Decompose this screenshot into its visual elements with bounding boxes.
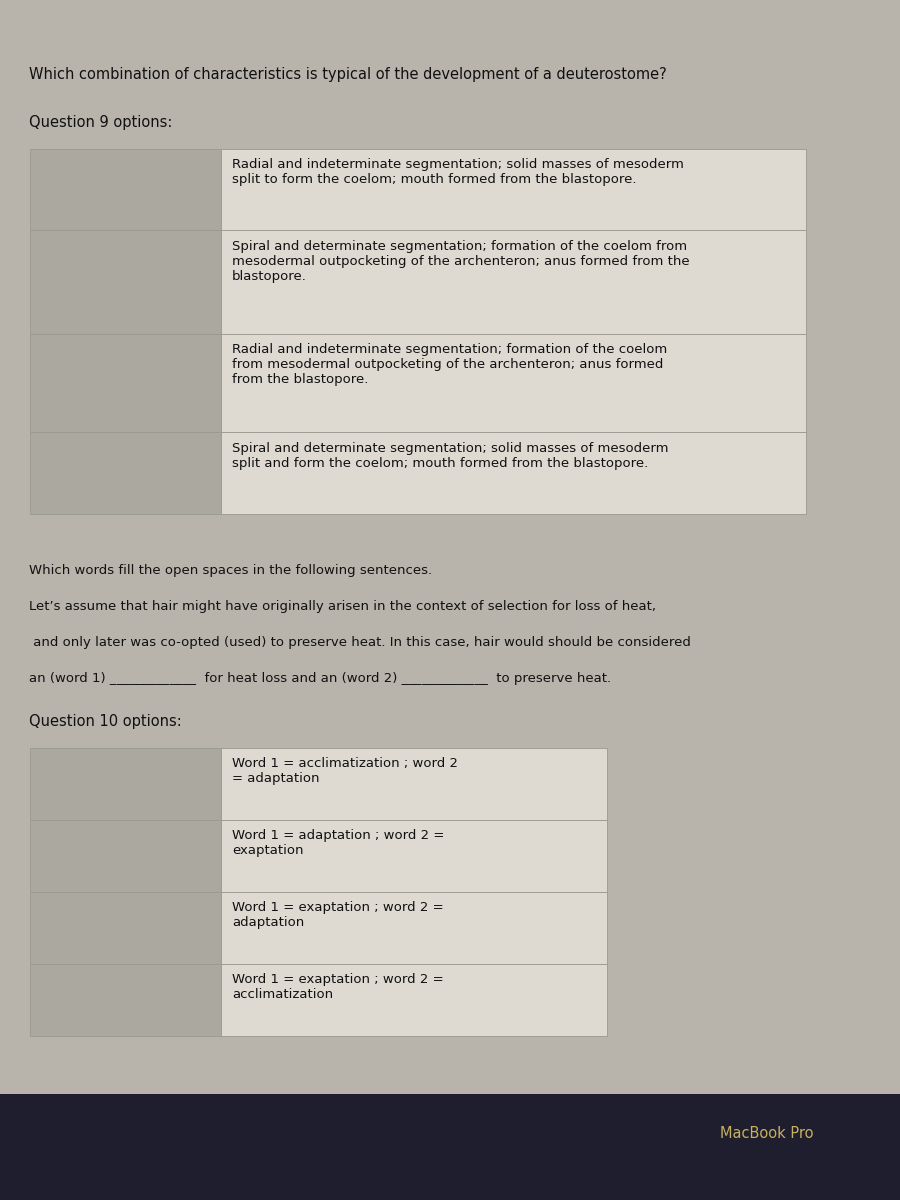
Text: Word 1 = acclimatization ; word 2
= adaptation: Word 1 = acclimatization ; word 2 = adap… — [232, 757, 458, 785]
Text: MacBook Pro: MacBook Pro — [720, 1127, 814, 1141]
Bar — [0, 1094, 900, 1200]
Bar — [30, 334, 221, 432]
Bar — [221, 748, 607, 820]
Text: Question 9 options:: Question 9 options: — [29, 115, 172, 130]
Text: Which combination of characteristics is typical of the development of a deuteros: Which combination of characteristics is … — [29, 67, 667, 82]
Text: Spiral and determinate segmentation; solid masses of mesoderm
split and form the: Spiral and determinate segmentation; sol… — [232, 442, 669, 469]
Bar — [221, 964, 607, 1036]
Text: and only later was co-opted (used) to preserve heat. In this case, hair would sh: and only later was co-opted (used) to pr… — [29, 636, 690, 649]
Bar — [221, 892, 607, 964]
Text: Word 1 = adaptation ; word 2 =
exaptation: Word 1 = adaptation ; word 2 = exaptatio… — [232, 829, 445, 857]
Bar — [30, 748, 221, 820]
Text: Which words fill the open spaces in the following sentences.: Which words fill the open spaces in the … — [29, 564, 432, 577]
Bar — [30, 149, 221, 230]
Text: an (word 1) _____________  for heat loss and an (word 2) _____________  to prese: an (word 1) _____________ for heat loss … — [29, 672, 611, 685]
Text: Word 1 = exaptation ; word 2 =
acclimatization: Word 1 = exaptation ; word 2 = acclimati… — [232, 973, 444, 1001]
Text: Word 1 = exaptation ; word 2 =
adaptation: Word 1 = exaptation ; word 2 = adaptatio… — [232, 901, 444, 929]
Bar — [221, 334, 806, 432]
Bar — [221, 432, 806, 514]
Text: Let’s assume that hair might have originally arisen in the context of selection : Let’s assume that hair might have origin… — [29, 600, 656, 613]
Text: Radial and indeterminate segmentation; formation of the coelom
from mesodermal o: Radial and indeterminate segmentation; f… — [232, 343, 668, 386]
Text: Spiral and determinate segmentation; formation of the coelom from
mesodermal out: Spiral and determinate segmentation; for… — [232, 240, 689, 283]
Text: Radial and indeterminate segmentation; solid masses of mesoderm
split to form th: Radial and indeterminate segmentation; s… — [232, 158, 684, 186]
Bar — [221, 820, 607, 892]
Bar — [30, 964, 221, 1036]
Text: Question 10 options:: Question 10 options: — [29, 714, 182, 730]
Bar — [30, 820, 221, 892]
Bar — [221, 230, 806, 334]
Bar — [221, 149, 806, 230]
Bar — [30, 892, 221, 964]
Bar — [30, 230, 221, 334]
Bar — [30, 432, 221, 514]
